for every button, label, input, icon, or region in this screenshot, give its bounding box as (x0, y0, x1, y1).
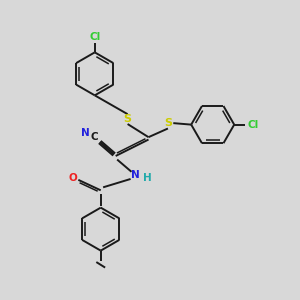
Text: C: C (91, 132, 98, 142)
Text: S: S (164, 118, 172, 128)
Text: O: O (69, 173, 77, 183)
Text: N: N (81, 128, 90, 138)
Text: N: N (131, 170, 140, 180)
Text: Cl: Cl (89, 32, 100, 42)
Text: Cl: Cl (248, 120, 259, 130)
Text: H: H (143, 173, 152, 183)
Text: S: S (124, 114, 132, 124)
